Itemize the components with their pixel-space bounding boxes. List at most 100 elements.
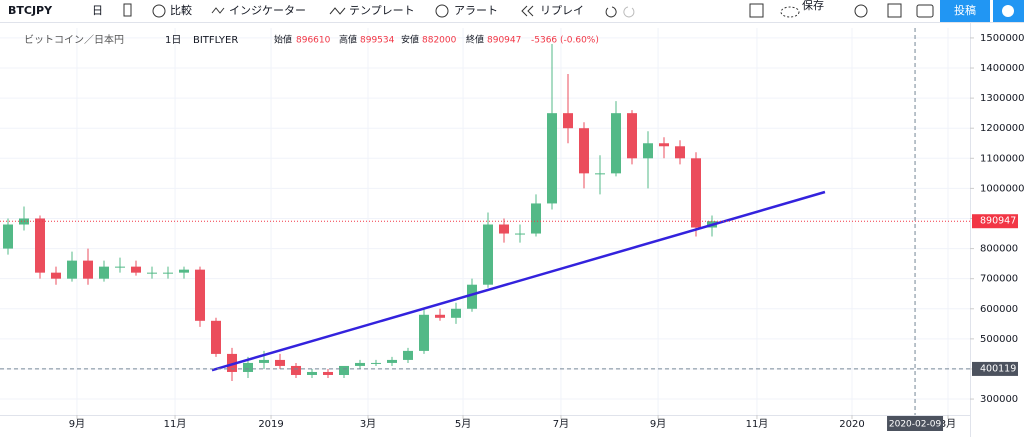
ohlc-label: 始値 — [274, 34, 292, 46]
ohlc-label: 安値 — [401, 34, 419, 46]
candle-body — [259, 359, 269, 363]
play-icon[interactable] — [1002, 5, 1014, 17]
candle-body — [675, 146, 685, 159]
indicator-icon[interactable] — [211, 7, 225, 14]
y-tick-label: 300000 — [980, 394, 1018, 405]
ohlc-label: 終値 — [466, 34, 484, 46]
symbol[interactable]: BTCJPY — [8, 4, 53, 17]
y-tick-label: 700000 — [980, 274, 1018, 285]
candle-body — [627, 113, 637, 159]
alert-icon[interactable] — [435, 4, 449, 18]
candle-body — [227, 353, 237, 372]
candle-body — [99, 266, 109, 279]
candle-body — [531, 203, 541, 234]
candle-body — [67, 260, 77, 279]
candle-icon[interactable] — [123, 3, 132, 17]
toolbar: BTCJPY 日 比較 インジケーター テンプレート アラート リプレイ 保存 … — [0, 0, 1024, 23]
ohlc-value: 896610 — [296, 36, 331, 46]
candle-body — [163, 272, 173, 274]
legend-interval: 1日 — [165, 35, 181, 46]
candle-body — [547, 113, 557, 204]
toolbar-item[interactable]: 比較 — [170, 3, 192, 17]
replay-icon[interactable] — [521, 5, 534, 17]
candle-body — [403, 350, 413, 360]
symbol-name: ビットコイン／日本円 — [24, 33, 124, 46]
candle-body — [419, 314, 429, 351]
x-tick-label: 7月 — [553, 418, 569, 430]
toolbar-bg — [0, 0, 1024, 22]
y-tick-label: 1000000 — [980, 183, 1024, 194]
y-tick-label: 600000 — [980, 304, 1018, 315]
x-tick-label: 11月 — [746, 418, 769, 430]
cloud-icon[interactable] — [780, 6, 800, 18]
legend: ビットコイン／日本円 1日 BITFLYER 始値 896610 高値 8995… — [24, 33, 599, 46]
candle-body — [515, 233, 525, 235]
last-price-label: 890947 — [980, 216, 1016, 227]
candle-body — [691, 158, 701, 228]
publish[interactable]: 投稿 — [954, 3, 976, 17]
candle-body — [3, 224, 13, 249]
save[interactable]: 保存 — [802, 0, 824, 12]
y-tick-label: 1100000 — [980, 153, 1024, 164]
toolbar-item[interactable]: インジケーター — [229, 4, 306, 17]
last-price-box — [972, 214, 1018, 229]
toolbar-item[interactable]: アラート — [454, 4, 498, 17]
change: -5366 (-0.60%) — [531, 36, 599, 46]
y-tick-label: 1200000 — [980, 123, 1024, 134]
candle-body — [83, 260, 93, 279]
candle-body — [499, 224, 509, 234]
candle-body — [563, 113, 573, 129]
y-tick-label: 500000 — [980, 334, 1018, 345]
exchange[interactable]: BITFLYER — [193, 35, 238, 46]
settings-icon[interactable] — [854, 4, 868, 18]
ohlc-value: 882000 — [422, 36, 457, 46]
candle-body — [595, 173, 605, 175]
ohlc-value: 899534 — [360, 36, 395, 46]
candle-body — [211, 320, 221, 354]
toolbar-item[interactable]: リプレイ — [540, 4, 584, 17]
candle-body — [579, 128, 589, 174]
ohlc-label: 高値 — [339, 34, 357, 46]
layout-icon[interactable] — [749, 3, 764, 18]
candle-body — [435, 314, 445, 318]
x-tick-label: 9月 — [650, 418, 666, 430]
candle-body — [451, 308, 461, 318]
y-tick-label: 800000 — [980, 244, 1018, 255]
snapshot-icon[interactable] — [916, 4, 934, 18]
x-tick-label: 5月 — [455, 418, 471, 430]
template-icon[interactable] — [329, 7, 346, 15]
candle-body — [147, 272, 157, 274]
crosshair-y-label: 400119 — [980, 363, 1016, 374]
x-tick-label: 3月 — [940, 418, 956, 430]
candle-body — [339, 365, 349, 375]
candle-body — [371, 362, 381, 364]
crosshair-y-box — [972, 361, 1018, 376]
x-tick-label: 2020 — [839, 419, 864, 430]
redo-icon[interactable] — [623, 6, 635, 18]
candle-body — [387, 359, 397, 363]
candle-body — [355, 362, 365, 366]
publish-button[interactable] — [940, 0, 990, 22]
candle-body — [51, 272, 61, 279]
x-tick-label: 9月 — [69, 418, 85, 430]
toolbar-item[interactable]: テンプレート — [349, 4, 415, 17]
candle-body — [291, 365, 301, 375]
trend-line — [211, 190, 826, 372]
ohlc-value: 890947 — [487, 36, 521, 46]
candle-body — [323, 371, 333, 375]
undo-icon[interactable] — [605, 6, 617, 18]
candle-body — [179, 269, 189, 273]
compare-icon[interactable] — [152, 4, 166, 18]
candle-body — [131, 266, 141, 273]
fullscreen-icon[interactable] — [887, 3, 902, 18]
candle-body — [243, 362, 253, 372]
x-tick-label: 3月 — [360, 418, 376, 430]
y-tick-label: 1300000 — [980, 93, 1024, 104]
candle-body — [659, 143, 669, 147]
interval[interactable]: 日 — [92, 4, 103, 17]
crosshair-x-label: 2020-02-09 — [889, 420, 942, 430]
x-tick-label: 11月 — [164, 418, 187, 430]
candle-body — [115, 266, 125, 268]
